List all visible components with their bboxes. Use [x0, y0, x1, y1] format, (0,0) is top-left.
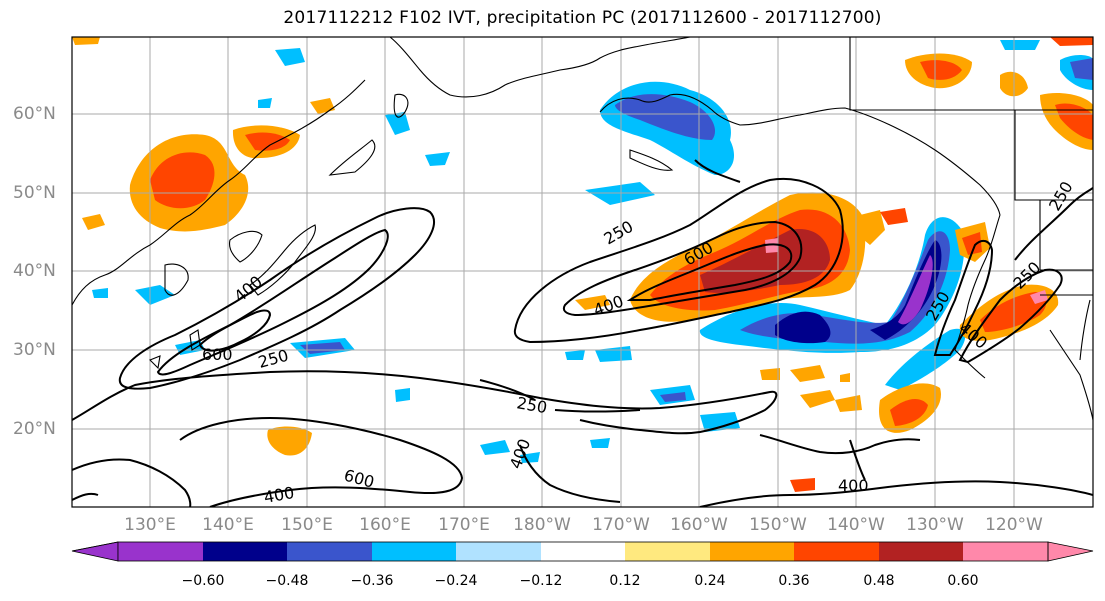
colorbar: [71, 541, 1094, 562]
colorbar-tick-label: 0.12: [609, 573, 641, 589]
lat-label: 20°N: [13, 419, 56, 439]
map-title: 2017112212 F102 IVT, precipitation PC (2…: [283, 8, 882, 28]
map-frame: [71, 36, 1094, 508]
colorbar-tick-label: −0.48: [265, 573, 309, 589]
lat-label: 30°N: [13, 340, 56, 360]
colorbar-segment: [287, 542, 372, 561]
lon-label: 170°E: [438, 515, 490, 535]
colorbar-segment: [794, 542, 879, 561]
lon-label: 140°E: [202, 515, 254, 535]
colorbar-segment: [710, 542, 794, 561]
lon-label: 170°W: [592, 515, 650, 535]
colorbar-segment: [541, 542, 625, 561]
lon-label: 120°W: [985, 515, 1043, 535]
colorbar-tick-label: 0.36: [778, 573, 810, 589]
colorbar-tick-label: 0.60: [947, 573, 979, 589]
lon-label: 180°W: [513, 515, 571, 535]
colorbar-segment: [625, 542, 710, 561]
colorbar-segment: [963, 542, 1048, 561]
colorbar-tick-label: −0.12: [519, 573, 563, 589]
colorbar-tick-label: 0.24: [694, 573, 726, 589]
lon-label: 130°E: [124, 515, 176, 535]
contour-label: 400: [838, 476, 869, 495]
lon-label: 150°W: [749, 515, 807, 535]
colorbar-tick-label: −0.24: [434, 573, 478, 589]
lon-label: 160°E: [359, 515, 411, 535]
precip-shading: [72, 37, 1093, 492]
graticule: [72, 37, 1093, 507]
colorbar-segment: [372, 542, 456, 561]
lon-label: 150°E: [281, 515, 333, 535]
colorbar-segment: [118, 542, 203, 561]
contour-label: 600: [202, 345, 233, 364]
colorbar-extend-high: [1047, 541, 1094, 562]
colorbar-segment: [879, 542, 963, 561]
coastlines: [72, 37, 1093, 421]
colorbar-tick-label: −0.60: [181, 573, 225, 589]
colorbar-segment: [203, 542, 287, 561]
map-area: 250 400 600 250 600 400 250 400 250 400 …: [72, 37, 1093, 507]
lat-label: 40°N: [13, 261, 56, 281]
colorbar-tick-label: −0.36: [350, 573, 394, 589]
lon-label: 160°W: [670, 515, 728, 535]
lat-label: 50°N: [13, 183, 56, 203]
lon-label: 130°W: [906, 515, 964, 535]
ivt-contours: [72, 159, 1093, 507]
lon-label: 140°W: [827, 515, 885, 535]
colorbar-extend-low: [71, 541, 119, 562]
colorbar-tick-label: 0.48: [863, 573, 895, 589]
colorbar-segment: [456, 542, 541, 561]
lat-label: 60°N: [13, 104, 56, 124]
